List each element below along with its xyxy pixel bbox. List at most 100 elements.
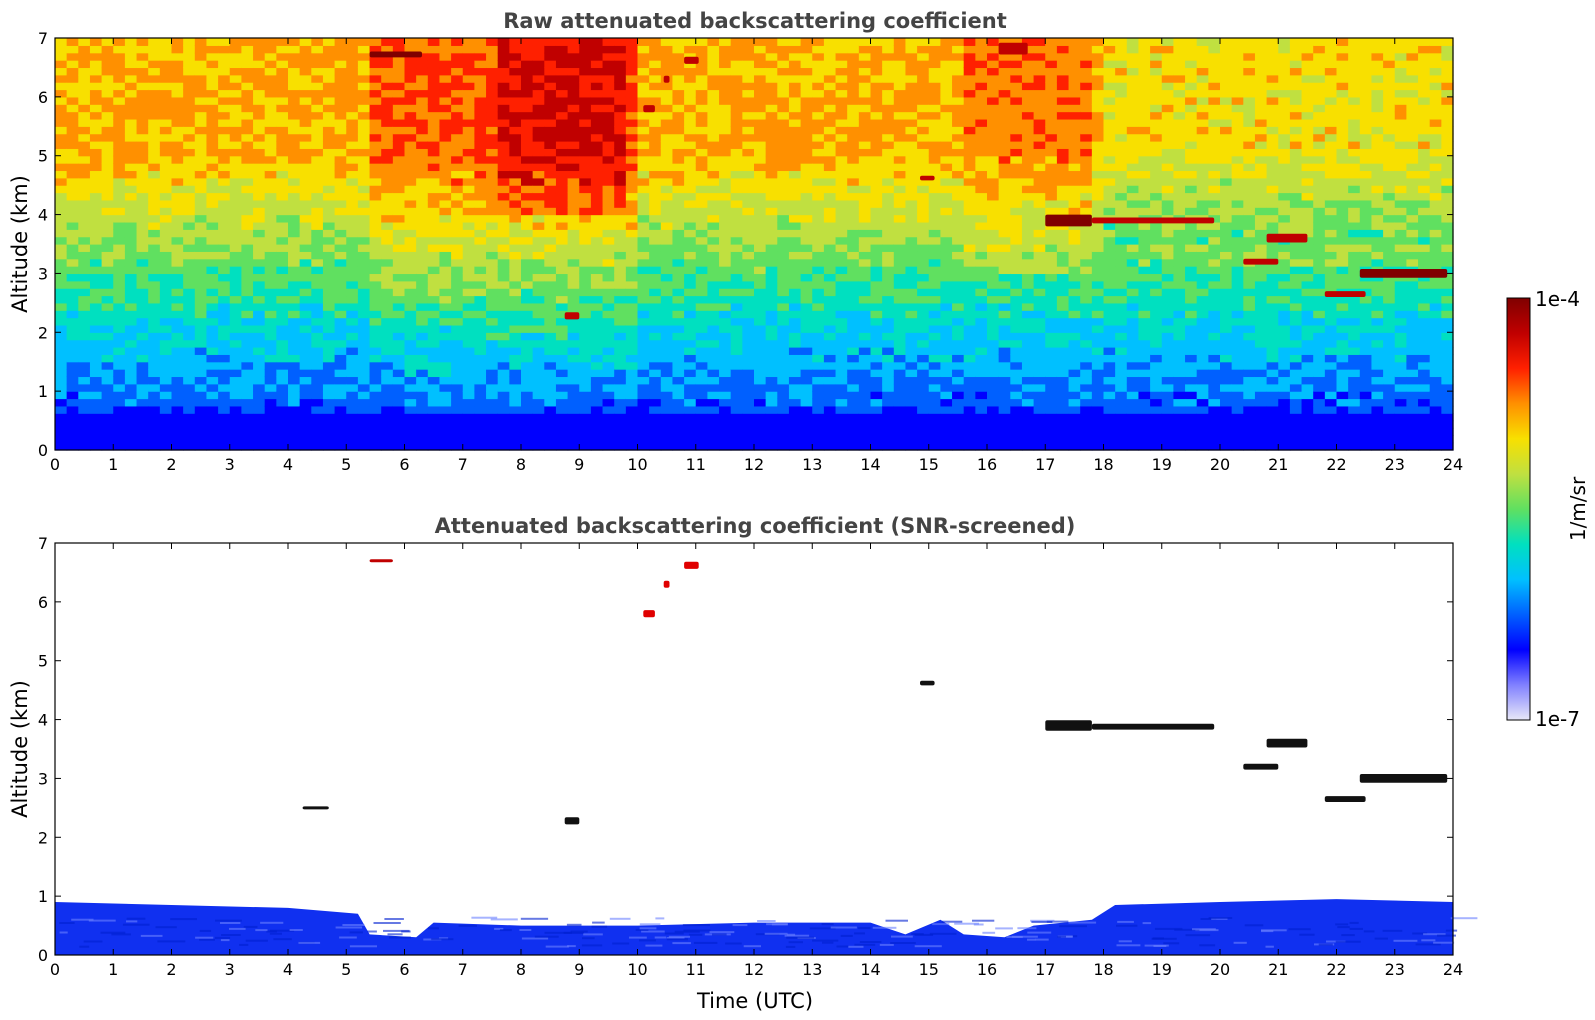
top-heatmap-cell (963, 332, 976, 341)
top-heatmap-cell (695, 347, 708, 355)
top-heatmap-cell (870, 332, 883, 341)
top-heatmap-cell (404, 324, 417, 333)
top-heatmap-cell (392, 214, 406, 223)
top-heatmap-cell (998, 317, 1011, 326)
top-heatmap-cell (1091, 405, 1105, 414)
top-heatmap-cell (625, 185, 639, 194)
top-heatmap-cell (148, 96, 161, 105)
top-heatmap-cell (625, 332, 639, 341)
top-heatmap-cell (264, 251, 277, 260)
top-heatmap-cell (521, 192, 534, 201)
top-heatmap-cell (253, 192, 266, 201)
top-heatmap-cell (113, 236, 126, 245)
top-heatmap-cell (474, 111, 487, 120)
top-heatmap-cell (101, 229, 114, 238)
top-heatmap-cell (777, 82, 790, 91)
top-heatmap-cell (148, 67, 161, 76)
top-heatmap-cell (590, 258, 604, 267)
top-heatmap-cell (695, 52, 708, 61)
top-heatmap-cell (229, 258, 242, 267)
top-heatmap-cell (462, 435, 475, 444)
top-heatmap-cell (567, 163, 580, 172)
top-heatmap-cell (1068, 354, 1081, 363)
top-heatmap-cell (893, 398, 907, 407)
top-heatmap-cell (101, 413, 114, 422)
top-heatmap-cell (78, 214, 91, 223)
top-heatmap-cell (555, 324, 569, 333)
top-heatmap-cell (882, 442, 895, 451)
top-heatmap-cell (754, 361, 767, 370)
top-heatmap-cell (1033, 163, 1046, 172)
top-heatmap-cell (381, 104, 394, 113)
top-heatmap-cell (229, 354, 242, 363)
top-heatmap-cell (159, 295, 173, 304)
top-heatmap-cell (148, 221, 161, 230)
top-heatmap-cell (579, 199, 592, 208)
top-heatmap-cell (416, 52, 429, 61)
top-heatmap-cell (905, 126, 918, 135)
top-heatmap-cell (241, 295, 254, 304)
top-heatmap-cell (229, 324, 242, 333)
top-heatmap-cell (521, 347, 534, 355)
top-heatmap-cell (1021, 170, 1035, 179)
top-heatmap-cell (486, 126, 499, 135)
top-heatmap-cell (194, 324, 208, 333)
top-heatmap-cell (649, 273, 662, 282)
top-heatmap-cell (602, 96, 615, 105)
top-heatmap-cell (719, 383, 732, 392)
top-heatmap-cell (672, 60, 685, 69)
top-heatmap-cell (101, 266, 114, 275)
top-heatmap-cell (532, 369, 545, 378)
top-heatmap-cell (719, 295, 732, 304)
top-heatmap-cell (229, 52, 242, 61)
top-heatmap-cell (858, 60, 872, 69)
top-heatmap-cell (462, 118, 475, 127)
top-heatmap-cell (952, 52, 965, 61)
top-heatmap-cell (451, 133, 464, 142)
top-heatmap-cell (707, 89, 720, 98)
top-heatmap-cell (777, 332, 790, 341)
top-heatmap-cell (322, 45, 336, 54)
top-heatmap-cell (1010, 280, 1023, 289)
top-heatmap-cell (847, 82, 860, 91)
top-heatmap-cell (858, 52, 872, 61)
top-heatmap-cell (742, 67, 755, 76)
top-heatmap-cell (124, 148, 138, 157)
top-heatmap-cell (590, 207, 604, 216)
top-heatmap-cell (1056, 126, 1070, 135)
top-heatmap-cell (882, 74, 895, 83)
top-heatmap-cell (381, 361, 394, 370)
top-heatmap-cell (159, 118, 173, 127)
top-heatmap-cell (451, 435, 464, 444)
top-heatmap-cell (369, 111, 382, 120)
top-heatmap-cell (55, 96, 68, 105)
top-heatmap-cell (695, 104, 708, 113)
top-heatmap-cell (1080, 354, 1093, 363)
top-heatmap-cell (276, 332, 289, 341)
top-heatmap-cell (858, 376, 872, 385)
top-heatmap-cell (136, 266, 149, 275)
top-heatmap-cell (218, 148, 231, 157)
top-heatmap-cell (870, 229, 883, 238)
top-heatmap-cell (218, 427, 231, 436)
top-heatmap-cell (555, 280, 569, 289)
top-heatmap-cell (1080, 295, 1093, 304)
top-heatmap-cell (451, 141, 464, 149)
top-heatmap-cell (917, 177, 930, 186)
top-heatmap-cell (975, 192, 988, 201)
top-heatmap-cell (369, 280, 382, 289)
top-heatmap-cell (253, 126, 266, 135)
top-heatmap-cell (823, 251, 837, 260)
top-heatmap-cell (381, 354, 394, 363)
top-heatmap-cell (707, 442, 720, 451)
top-heatmap-cell (625, 38, 639, 46)
top-heatmap-cell (439, 118, 452, 127)
top-heatmap-cell (299, 251, 312, 260)
top-heatmap-cell (416, 258, 429, 267)
top-heatmap-cell (113, 280, 126, 289)
top-heatmap-cell (882, 38, 895, 46)
top-heatmap-cell (742, 163, 755, 172)
top-heatmap-cell (183, 280, 196, 289)
top-heatmap-cell (486, 302, 499, 311)
top-heatmap-cell (858, 273, 872, 282)
